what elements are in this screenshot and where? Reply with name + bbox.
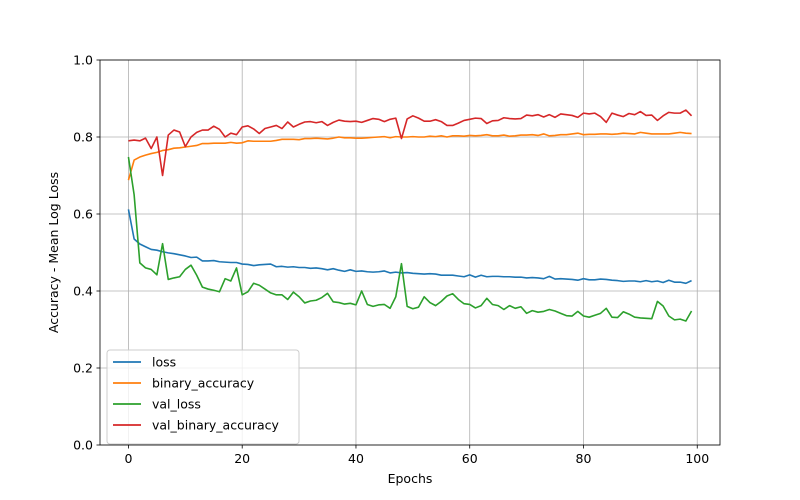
series-line-val-binary-accuracy [128, 109, 693, 177]
x-tick-label: 40 [348, 451, 364, 466]
legend-label: loss [152, 355, 176, 370]
series-line-loss [127, 209, 692, 285]
legend-label: val_binary_accuracy [152, 418, 280, 433]
series-lines [127, 109, 693, 322]
x-tick-label: 0 [124, 451, 132, 466]
series-line-binary-accuracy [127, 131, 692, 181]
y-tick-label: 1.0 [73, 53, 93, 68]
x-tick-label: 60 [462, 451, 478, 466]
y-tick-label: 0.8 [73, 130, 93, 145]
y-tick-label: 0.4 [73, 284, 93, 299]
y-tick-label: 0.0 [73, 438, 93, 453]
legend-box [106, 349, 300, 445]
y-tick-label: 0.6 [73, 207, 93, 222]
y-axis-label: Accuracy - Mean Log Loss [46, 172, 61, 333]
series-line-val-loss [127, 156, 693, 322]
legend-label: binary_accuracy [152, 376, 255, 391]
x-tick-label: 80 [576, 451, 592, 466]
x-axis-label: Epochs [388, 471, 433, 486]
legend: loss binary_accuracy val_loss val_binary_ac… [106, 349, 300, 445]
plot-frame [99, 59, 721, 446]
legend-label: val_loss [152, 397, 201, 412]
x-tick-label: 100 [685, 451, 709, 466]
x-tick-label: 20 [234, 451, 250, 466]
axis-ticks: 0 20 40 60 80 100 0.0 0.2 0.4 0.6 0.8 1.0 [73, 53, 709, 467]
y-tick-label: 0.2 [73, 361, 93, 376]
